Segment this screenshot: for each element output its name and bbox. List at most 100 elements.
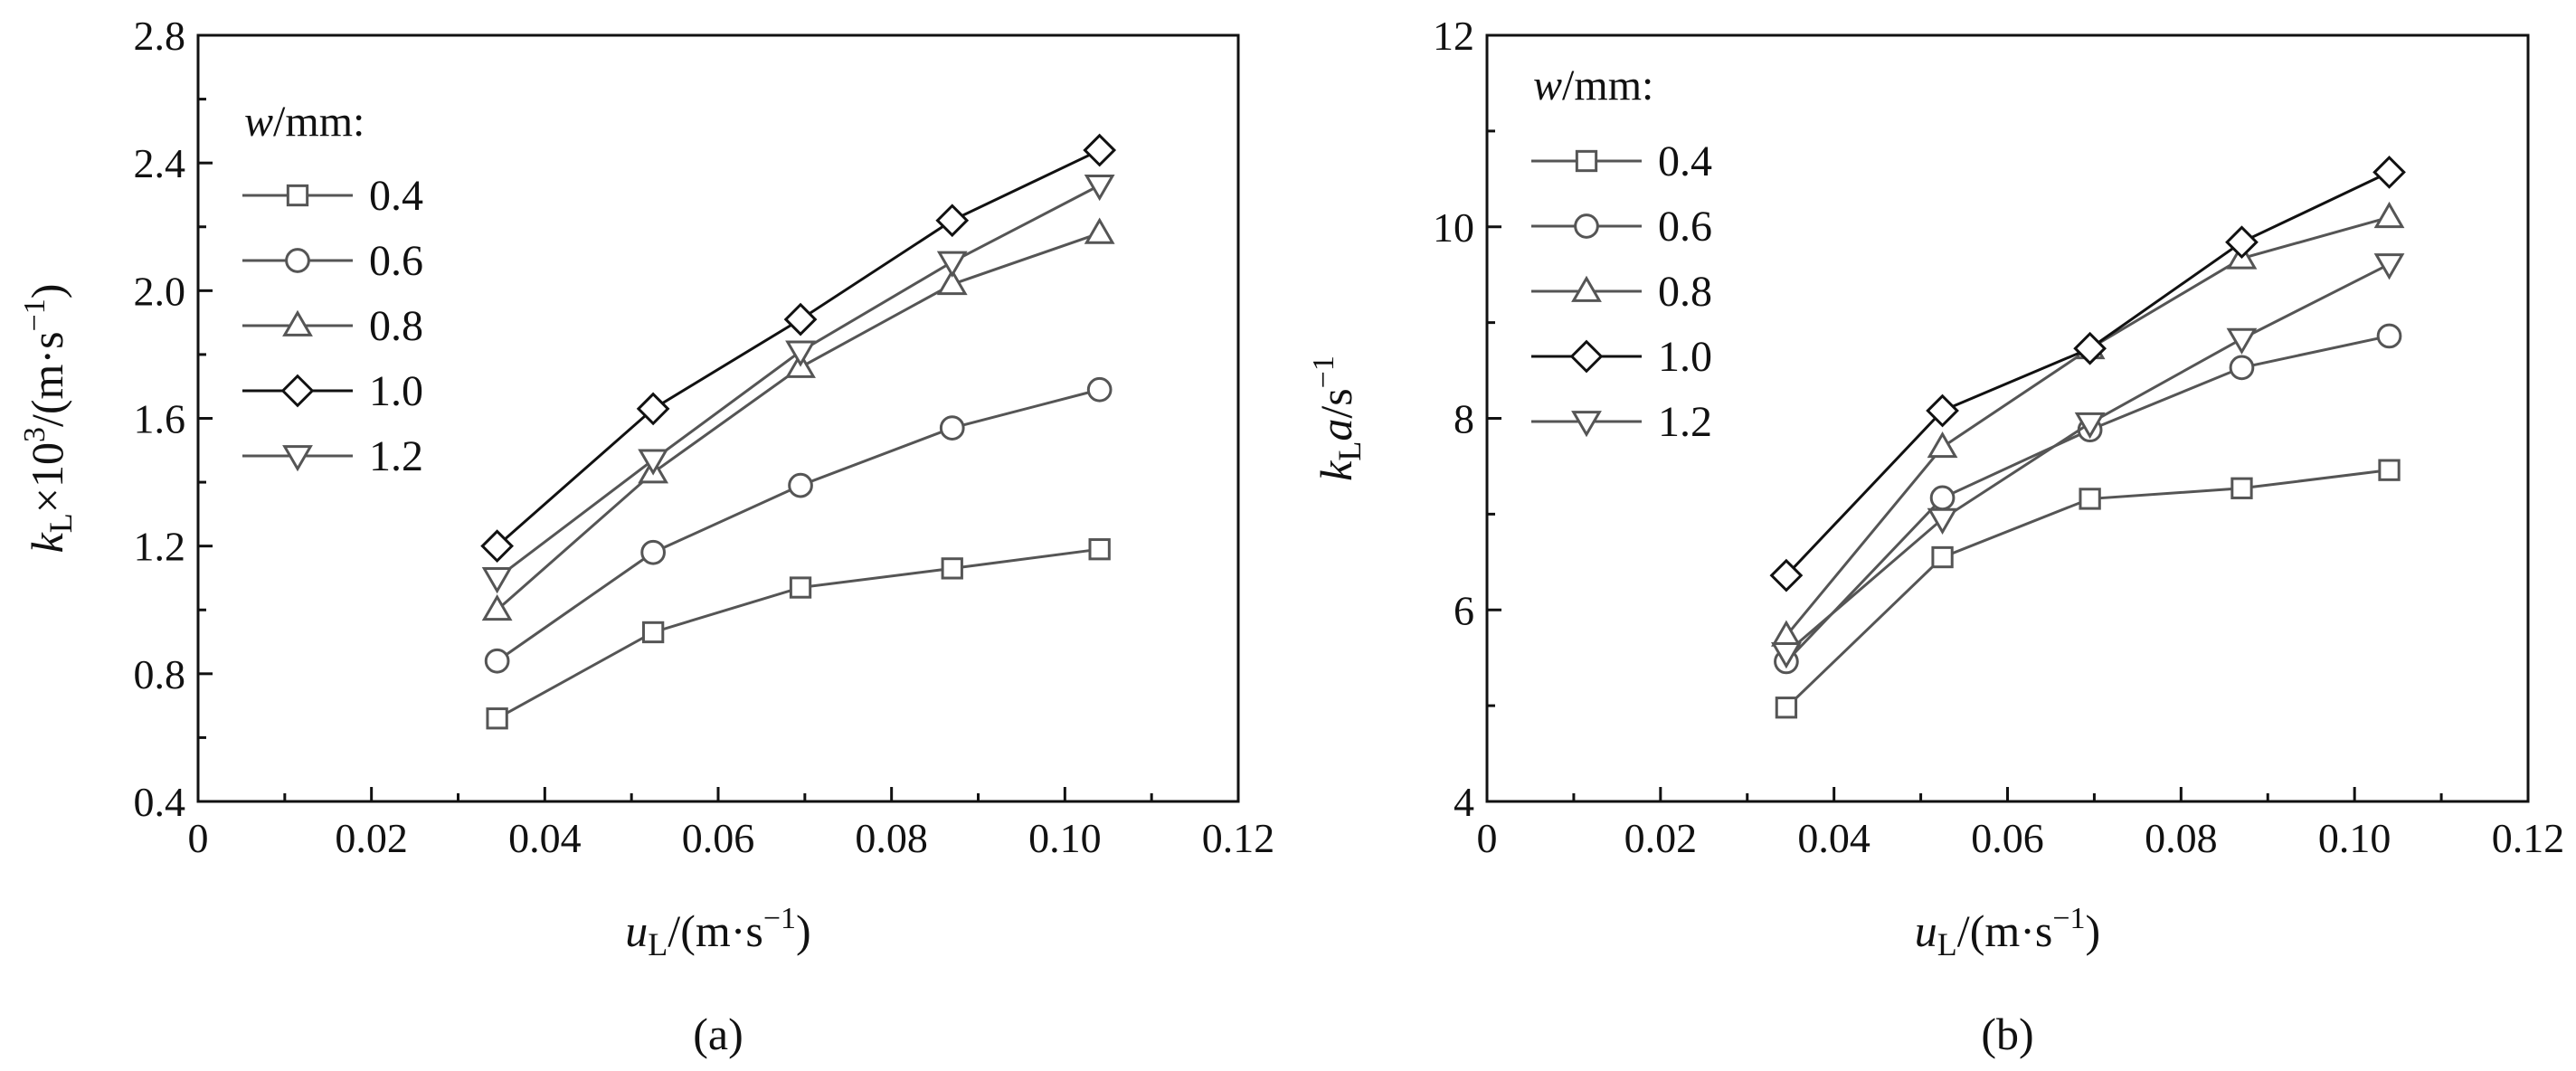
y-axis-label: kL×103/(m·s−1) (18, 284, 79, 554)
x-tick-label: 0.02 (1624, 815, 1698, 861)
x-tick-label: 0.04 (508, 815, 582, 861)
legend-label: 1.0 (369, 367, 423, 415)
x-axis-label: uL/(m·s−1) (1915, 902, 2100, 962)
x-tick-label: 0.02 (335, 815, 408, 861)
data-point (783, 302, 818, 336)
legend-label: 0.4 (369, 172, 423, 220)
legend: w/mm:0.4 0.6 0.8 1.0 1.2 (1531, 62, 1712, 446)
series-line (496, 547, 1100, 720)
panel-label: (b) (1981, 1009, 2033, 1059)
data-point (936, 268, 968, 296)
y-tick-label: 2.0 (134, 268, 186, 314)
data-point (2378, 459, 2401, 481)
data-point (2225, 225, 2259, 260)
data-point (1926, 393, 1959, 428)
data-point (480, 529, 514, 564)
x-tick-label: 0.08 (855, 815, 928, 861)
data-point (1929, 485, 1956, 511)
y-tick-label: 4 (1454, 779, 1474, 825)
y-tick-label: 1.2 (134, 524, 186, 570)
data-point (2372, 156, 2406, 189)
data-point (1769, 558, 1804, 592)
series-line (496, 232, 1101, 611)
x-tick-label: 0.10 (1028, 815, 1102, 861)
series-1-0 (1769, 156, 2406, 592)
x-tick-label: 0.06 (682, 815, 755, 861)
x-tick-label: 0.12 (1202, 815, 1275, 861)
data-point (785, 340, 816, 367)
data-point (941, 557, 963, 580)
legend-entry-0-4: 0.4 (242, 172, 423, 220)
legend-title: w/mm: (244, 98, 365, 146)
data-point (2230, 477, 2253, 499)
data-point (481, 567, 513, 594)
series-line (496, 388, 1101, 662)
legend-entry-1-2: 1.2 (1531, 398, 1712, 446)
legend-marker (282, 309, 313, 336)
data-point (1927, 507, 1958, 535)
x-tick-label: 0 (1477, 815, 1498, 861)
legend-entry-0-8: 0.8 (1531, 268, 1712, 316)
data-point (2226, 327, 2258, 355)
legend-marker (1574, 213, 1599, 239)
legend-marker (1575, 149, 1598, 173)
data-point (1084, 217, 1115, 244)
series-0-6 (484, 376, 1113, 674)
data-point (481, 593, 513, 621)
legend-marker (286, 184, 309, 207)
y-axis-label: kLa/s−1 (1307, 355, 1368, 481)
data-point (2229, 355, 2255, 381)
data-point (486, 707, 508, 730)
legend-entry-0-6: 0.6 (242, 237, 423, 285)
x-axis-label: uL/(m·s−1) (625, 902, 810, 962)
legend-marker (285, 248, 310, 273)
legend-marker (282, 445, 313, 472)
y-tick-label: 0.4 (134, 779, 186, 825)
x-tick-label: 0.10 (2318, 815, 2391, 861)
legend-entry-1-0: 1.0 (242, 367, 423, 415)
data-point (935, 204, 970, 238)
series-1-2 (481, 174, 1115, 594)
chart-panel-a: 0 0.02 0.04 0.06 0.08 0.10 0.12 0.4 0.8 1.2 1.6 2.0… (18, 13, 1274, 1059)
data-point (939, 415, 965, 441)
x-tick-label: 0.04 (1797, 815, 1870, 861)
legend-label: 1.2 (1658, 398, 1712, 446)
x-tick-label: 0.06 (1971, 815, 2044, 861)
data-point (789, 576, 812, 599)
legend-label: 0.8 (1658, 268, 1712, 316)
data-point (1086, 376, 1113, 403)
legend-entry-1-0: 1.0 (1531, 333, 1712, 381)
y-tick-label: 0.8 (134, 651, 186, 697)
x-tick-label: 0.12 (2492, 815, 2565, 861)
data-point (2376, 323, 2402, 349)
series-line (1785, 171, 2391, 577)
y-tick-label: 2.4 (134, 140, 186, 186)
legend-label: 0.8 (369, 302, 423, 350)
y-tick-label: 8 (1454, 396, 1474, 442)
legend-title: w/mm: (1533, 62, 1653, 109)
data-point (484, 648, 510, 674)
data-point (2079, 488, 2101, 510)
legend-entry-0-8: 0.8 (242, 302, 423, 350)
data-point (1088, 538, 1111, 561)
legend-marker (280, 374, 315, 408)
legend-entry-0-6: 0.6 (1531, 203, 1712, 251)
data-point (936, 251, 968, 278)
data-point (2373, 201, 2405, 229)
y-tick-label: 12 (1433, 13, 1474, 59)
x-tick-label: 0 (188, 815, 209, 861)
data-point (2073, 331, 2107, 365)
chart-panel-b: 0 0.02 0.04 0.06 0.08 0.10 0.12 4 6 8 10 12 uL/(m·s−… (1307, 13, 2564, 1059)
data-point (1927, 431, 1958, 459)
y-tick-label: 6 (1454, 587, 1474, 633)
series-line (496, 184, 1101, 580)
legend-entry-1-2: 1.2 (242, 432, 423, 480)
legend-label: 1.2 (369, 432, 423, 480)
legend-label: 0.6 (369, 237, 423, 285)
legend-marker (1569, 339, 1604, 374)
plot-frame (196, 33, 1240, 803)
x-tick-label: 0.08 (2145, 815, 2218, 861)
series-0-8 (481, 217, 1115, 621)
y-tick-label: 10 (1433, 204, 1474, 251)
series-1-2 (1771, 253, 2405, 669)
